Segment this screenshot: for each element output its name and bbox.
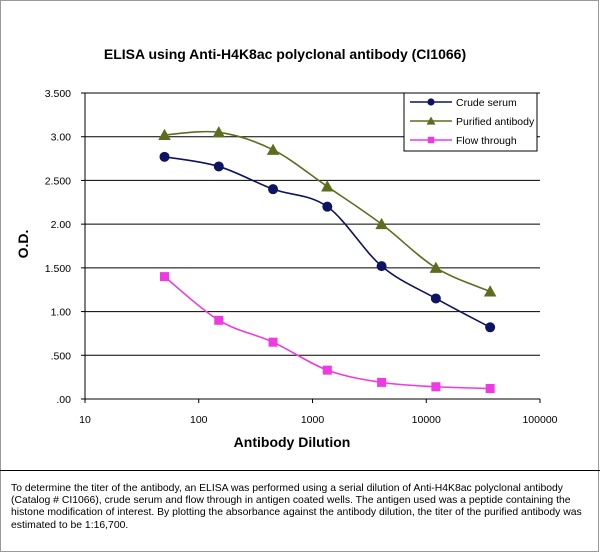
data-point-purified-antibody xyxy=(429,261,443,273)
axes: .00 .500 1.00 1.500 2.00 2.500 3.00 3.500 10 100 1… xyxy=(45,88,558,426)
x-tick-label: 10000 xyxy=(412,414,441,426)
data-point-flow-through xyxy=(160,272,170,282)
y-tick-label: 3.00 xyxy=(51,132,72,144)
legend-label: Flow through xyxy=(456,135,517,147)
data-point-purified-antibody xyxy=(375,217,388,230)
data-point-flow-through xyxy=(485,384,495,394)
series-crude-serum xyxy=(159,151,496,333)
legend: Crude serum Purified antibody Flow through xyxy=(403,92,538,152)
data-point-flow-through xyxy=(377,377,387,387)
y-tick-label: 2.00 xyxy=(51,219,72,231)
plot-series xyxy=(158,126,497,394)
data-point-purified-antibody xyxy=(212,126,226,138)
series-purified-antibody xyxy=(158,126,497,297)
legend-marker xyxy=(427,98,435,106)
data-point-flow-through xyxy=(214,315,224,325)
figure-caption: To determine the titer of the antibody, … xyxy=(0,470,600,553)
data-point-flow-through xyxy=(322,365,332,375)
data-point-purified-antibody xyxy=(483,285,497,297)
series-flow-through xyxy=(160,272,495,394)
data-point-flow-through xyxy=(268,337,278,347)
data-point-crude-serum xyxy=(485,322,496,333)
data-point-flow-through xyxy=(431,382,441,392)
y-tick-label: 2.500 xyxy=(45,175,71,187)
y-tick-label: 3.500 xyxy=(45,88,71,100)
caption-text: To determine the titer of the antibody, … xyxy=(11,483,582,531)
y-tick-label: .500 xyxy=(51,350,72,362)
legend-entry-flow-through: Flow through xyxy=(410,135,517,147)
legend-entry-crude-serum: Crude serum xyxy=(410,97,517,109)
data-point-crude-serum xyxy=(268,184,279,195)
data-point-crude-serum xyxy=(430,293,441,304)
x-tick-label: 10 xyxy=(79,414,91,426)
data-point-crude-serum xyxy=(213,161,224,172)
data-point-crude-serum xyxy=(322,201,333,212)
legend-marker xyxy=(426,116,436,125)
chart: ELISA using Anti-H4K8ac polyclonal antib… xyxy=(15,46,558,450)
legend-label: Purified antibody xyxy=(456,116,535,128)
y-tick-label: .00 xyxy=(56,394,71,406)
legend-entry-purified-antibody: Purified antibody xyxy=(410,116,535,128)
data-point-purified-antibody xyxy=(266,143,280,155)
legend-marker xyxy=(427,136,435,144)
data-point-crude-serum xyxy=(159,151,170,162)
x-tick-label: 100000 xyxy=(522,414,557,426)
chart-title: ELISA using Anti-H4K8ac polyclonal antib… xyxy=(104,46,466,62)
x-tick-label: 1000 xyxy=(301,414,325,426)
x-tick-label: 100 xyxy=(190,414,208,426)
legend-label: Crude serum xyxy=(456,97,517,109)
y-tick-label: 1.00 xyxy=(51,307,72,319)
y-axis-title: O.D. xyxy=(15,230,31,259)
x-axis-title: Antibody Dilution xyxy=(234,434,351,450)
data-point-crude-serum xyxy=(376,261,387,272)
data-point-purified-antibody xyxy=(158,128,171,140)
data-point-purified-antibody xyxy=(321,180,334,192)
y-tick-label: 1.500 xyxy=(45,263,71,275)
